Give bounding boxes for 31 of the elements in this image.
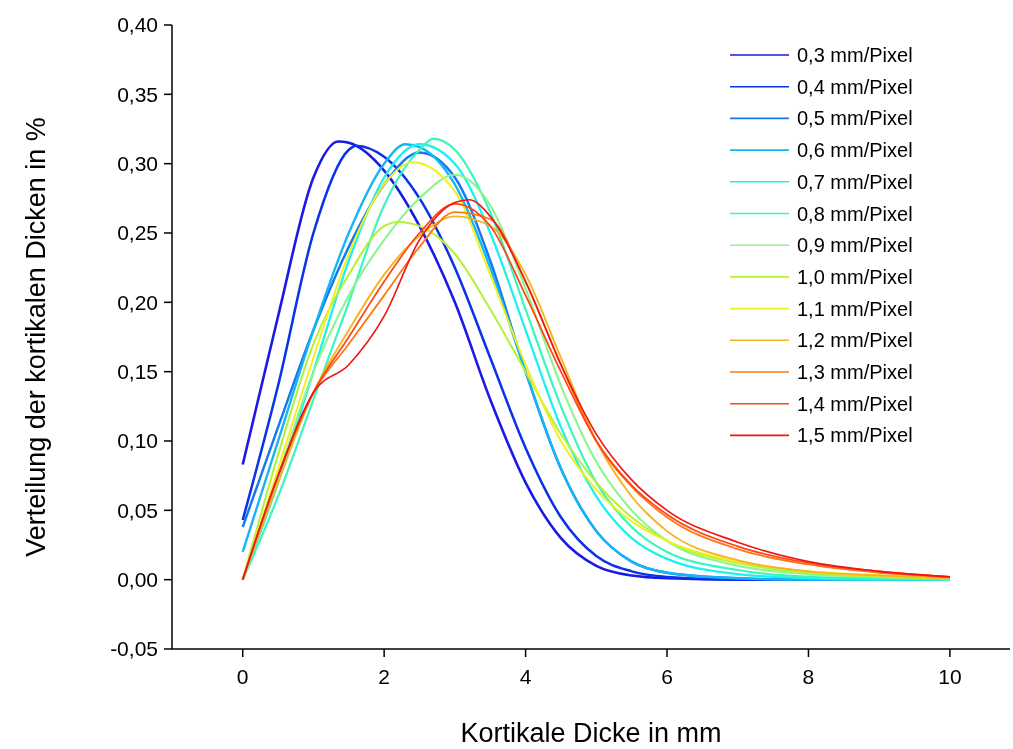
y-tick-label: 0,05 (117, 498, 158, 522)
legend-label: 1,5 mm/Pixel (797, 424, 913, 447)
legend-label: 1,4 mm/Pixel (797, 392, 913, 415)
legend-label: 0,6 mm/Pixel (797, 139, 913, 162)
y-tick-label: 0,00 (117, 568, 158, 592)
legend-label: 1,1 mm/Pixel (797, 297, 913, 320)
x-tick-label: 6 (661, 665, 673, 688)
x-tick-label: 4 (519, 665, 532, 688)
legend-label: 0,5 mm/Pixel (797, 107, 913, 130)
x-tick-label: 0 (236, 665, 249, 688)
y-axis-title: Verteilung der kortikalen Dicken in % (21, 117, 51, 557)
y-tick-label: -0,05 (110, 637, 158, 661)
legend-label: 1,3 mm/Pixel (797, 361, 913, 383)
y-tick-label: 0,15 (117, 360, 158, 384)
y-tick-label: 0,10 (117, 429, 158, 453)
y-tick-label: 0,30 (117, 152, 158, 176)
legend-label: 0,8 mm/Pixel (797, 202, 913, 225)
x-tick-label: 2 (378, 665, 390, 688)
legend-label: 0,3 mm/Pixel (797, 44, 913, 66)
legend-label: 1,2 mm/Pixel (797, 329, 913, 352)
x-tick-label: 8 (802, 665, 815, 688)
y-tick-label: 0,25 (117, 221, 158, 245)
legend-label: 0,7 mm/Pixel (797, 170, 913, 193)
legend-label: 1,0 mm/Pixel (797, 265, 913, 288)
y-tick-label: 0,20 (117, 290, 158, 314)
y-tick-label: 0,35 (117, 82, 158, 106)
x-tick-label: 10 (938, 665, 962, 688)
legend-label: 0,4 mm/Pixel (797, 75, 913, 98)
x-axis-title: Kortikale Dicke in mm (460, 718, 722, 748)
y-tick-label: 0,40 (117, 13, 158, 37)
legend-label: 0,9 mm/Pixel (797, 234, 913, 257)
